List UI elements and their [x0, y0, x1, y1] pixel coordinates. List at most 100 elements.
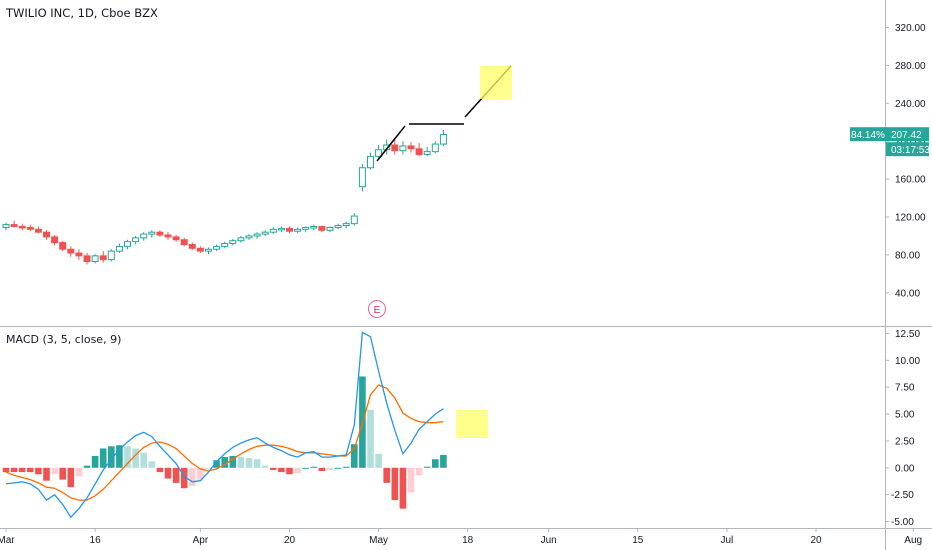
candle-body: [399, 145, 407, 152]
macd-axis[interactable]: 12.50 10.00 7.50 5.00 2.50 0.00 -2.50 -5.00: [885, 329, 920, 528]
trend-line-1[interactable]: [376, 125, 406, 162]
candle: [99, 251, 107, 263]
candle: [188, 242, 196, 251]
percent-tag-bg: [850, 127, 887, 142]
candle-body: [375, 149, 383, 157]
histogram-bar: [326, 467, 334, 470]
candle: [213, 244, 221, 252]
histogram-bar: [18, 467, 26, 473]
candle: [107, 249, 115, 262]
candle-body: [431, 143, 439, 153]
macd-pane[interactable]: [0, 327, 885, 528]
histogram-bar: [423, 466, 431, 468]
candle-body: [91, 255, 99, 263]
histogram-bar: [302, 467, 309, 469]
candle-body: [180, 239, 188, 245]
histogram-bar: [261, 465, 269, 468]
histogram-bar: [407, 467, 415, 493]
histogram-bar: [367, 409, 374, 468]
time-tick-label: Apr: [193, 535, 209, 546]
price-tick-label: 240.00: [895, 99, 926, 110]
candle-body: [10, 224, 18, 227]
last-price-tag: 84.14% 207.42 03:17:53: [850, 127, 930, 157]
candle-body: [269, 228, 277, 233]
candle-body: [423, 151, 431, 155]
highlight-box-macd[interactable]: [456, 410, 488, 438]
histogram-bar: [27, 467, 34, 473]
candle: [277, 226, 285, 233]
candle: [115, 243, 123, 254]
time-tick-label: 20: [284, 535, 296, 546]
candle: [2, 222, 10, 231]
histogram-bar: [156, 467, 164, 473]
earnings-marker[interactable]: E: [368, 300, 386, 318]
histogram-bar: [108, 446, 115, 468]
price-tick-label: 320.00: [895, 23, 926, 34]
histogram-bar: [83, 465, 91, 468]
histogram-bar: [172, 467, 180, 483]
candle-body: [439, 134, 447, 145]
price-tick-label: 160.00: [895, 175, 926, 186]
price-tag-label: 207.42: [891, 130, 922, 141]
time-tick-label: Aug: [904, 535, 922, 546]
macd-tick-label: 5.00: [895, 410, 915, 421]
candle-body: [302, 226, 310, 230]
macd-title: MACD (3, 5, close, 9): [6, 333, 121, 346]
histogram-bar: [310, 466, 318, 468]
histogram-bar: [391, 467, 399, 501]
time-tick-label: 18: [462, 535, 474, 546]
histogram-bar: [180, 467, 188, 489]
histogram-bar: [270, 467, 277, 470]
price-tick-label: 280.00: [895, 61, 926, 72]
price-tick-label: 120.00: [895, 213, 926, 224]
candle: [350, 213, 358, 226]
candle: [358, 163, 366, 192]
histogram-bar: [164, 467, 172, 479]
candle: [302, 226, 310, 233]
candle: [156, 230, 164, 237]
candle: [407, 142, 415, 153]
histogram-bar: [440, 454, 447, 468]
highlight-box-price[interactable]: [480, 66, 512, 99]
histogram-bar: [10, 467, 18, 473]
candle: [253, 232, 261, 239]
candle: [391, 139, 399, 155]
price-axis[interactable]: 320.00280.00240.00200.00160.00120.0080.0…: [885, 23, 926, 299]
candle: [205, 247, 212, 254]
time-tick-label: 16: [90, 535, 102, 546]
macd-line: [5, 331, 444, 519]
candle: [51, 235, 59, 246]
time-tick-label: 20: [810, 535, 822, 546]
candle: [172, 235, 180, 242]
histogram-bar: [2, 467, 10, 473]
signal-line: [5, 384, 444, 501]
macd-tick-label: 10.00: [895, 356, 920, 367]
histogram-bar: [91, 455, 99, 468]
candle: [164, 232, 172, 240]
countdown-tag-bg: [886, 142, 929, 157]
histogram-bar: [253, 459, 261, 468]
time-axis[interactable]: Mar 16 Apr 20 May 18 Jun 15 Jul 20 Aug: [0, 528, 922, 546]
histogram-bar: [221, 457, 228, 468]
candle: [18, 223, 26, 231]
candle-body: [213, 245, 221, 250]
candle: [140, 232, 148, 241]
candle-body: [188, 244, 196, 249]
price-pane[interactable]: [0, 0, 885, 326]
candle-body: [75, 252, 83, 257]
candle-body: [132, 237, 140, 243]
histogram-bar: [43, 467, 50, 481]
candle: [229, 238, 237, 246]
histogram-bar: [197, 467, 204, 480]
histogram-bar: [278, 467, 285, 473]
candle: [43, 230, 50, 240]
candle-body: [310, 225, 318, 229]
candlestick-series: [2, 129, 447, 265]
candle: [415, 143, 423, 157]
candle-body: [294, 228, 302, 232]
candle-body: [245, 235, 253, 239]
candle-body: [156, 231, 164, 236]
histogram-bar: [318, 467, 326, 472]
candle-body: [124, 241, 131, 247]
